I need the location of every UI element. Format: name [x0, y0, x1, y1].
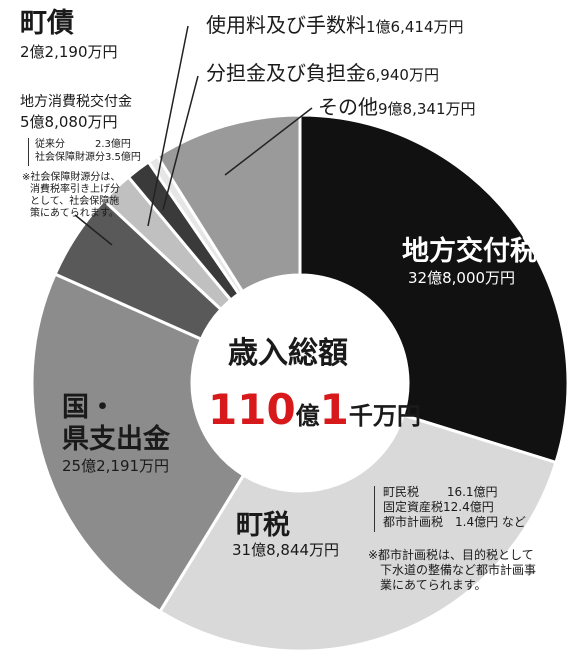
slice-value-kuni: 25億2,191万円: [62, 457, 170, 475]
chozei-foot-1: ※都市計画税は、目的税として: [368, 548, 534, 562]
total-number-2: 1: [319, 385, 349, 434]
shohi-foot-4: 策にあてられます。: [30, 208, 119, 219]
slice-label-sonota-group: その他9億8,341万円: [318, 96, 476, 119]
slice-label-shiyo: 使用料及び手数料: [206, 13, 366, 37]
leader-line-buntan: [162, 75, 199, 211]
slice-value-sonota: 9億8,341万円: [378, 100, 476, 118]
chozei-breakdown: 町民税 16.1億円 固定資産税12.4億円 都市計画税 1.4億円 など: [374, 485, 535, 532]
slice-label-chosai: 町債: [20, 8, 74, 39]
slice-label-kuni-line1: 国・: [62, 392, 116, 423]
shohi-note-2: 社会保障財源分3.5億円: [35, 152, 141, 163]
slice-value-chozei: 31億8,844万円: [232, 541, 340, 559]
slice-value-buntan: 6,940万円: [366, 66, 439, 84]
shohi-breakdown: 従来分 2.3億円 社会保障財源分3.5億円: [28, 138, 149, 166]
slice-label-buntan-group: 分担金及び負担金6,940万円: [206, 62, 439, 85]
shohi-foot-3: として、社会保障施: [30, 196, 120, 207]
shohi-foot-2: 消費税率引き上げ分: [30, 184, 120, 195]
slice-label-chozei: 町税: [236, 510, 290, 541]
chozei-note-3: 都市計画税 1.4億円 など: [383, 515, 526, 529]
chozei-note-1: 町民税 16.1億円: [383, 485, 498, 499]
shohi-foot-1: ※社会保障財源分は、: [22, 172, 121, 183]
total-unit-2: 千万円: [348, 402, 421, 430]
leader-line-shohi: [74, 214, 113, 246]
chozei-foot-3: 業にあてられます。: [380, 578, 487, 592]
center-title: 歳入総額: [228, 336, 348, 371]
chozei-note-2: 固定資産税12.4億円: [383, 500, 494, 514]
center-total: 110億1千万円: [208, 385, 421, 434]
chozei-footnote: ※都市計画税は、目的税として 下水道の整備など都市計画事 業にあてられます。: [368, 548, 536, 593]
chozei-foot-2: 下水道の整備など都市計画事: [380, 563, 537, 577]
slice-label-shiyo-group: 使用料及び手数料1億6,414万円: [206, 14, 464, 37]
total-number-1: 110: [208, 385, 296, 434]
shohi-note-1: 従来分 2.3億円: [35, 139, 131, 150]
slice-value-chosai: 2億2,190万円: [20, 43, 118, 61]
slice-value-kofuzei: 32億8,000万円: [408, 269, 516, 287]
slice-label-sonota: その他: [318, 95, 378, 119]
shohi-footnote: ※社会保障財源分は、 消費税率引き上げ分 として、社会保障施 策にあてられます。: [22, 172, 120, 220]
leader-line-shiyo: [147, 25, 189, 227]
donut-center: [192, 275, 408, 491]
leader-line-sonota: [224, 107, 313, 176]
slice-label-kofuzei: 地方交付税: [402, 236, 537, 267]
slice-label-buntan: 分担金及び負担金: [206, 61, 366, 85]
slice-value-shiyo: 1億6,414万円: [366, 18, 464, 36]
slice-label-shohi: 地方消費税交付金: [20, 94, 132, 110]
slice-label-kuni-line2: 県支出金: [62, 424, 170, 455]
slice-value-shohi: 5億8,080万円: [20, 113, 118, 131]
total-unit-1: 億: [295, 402, 320, 430]
